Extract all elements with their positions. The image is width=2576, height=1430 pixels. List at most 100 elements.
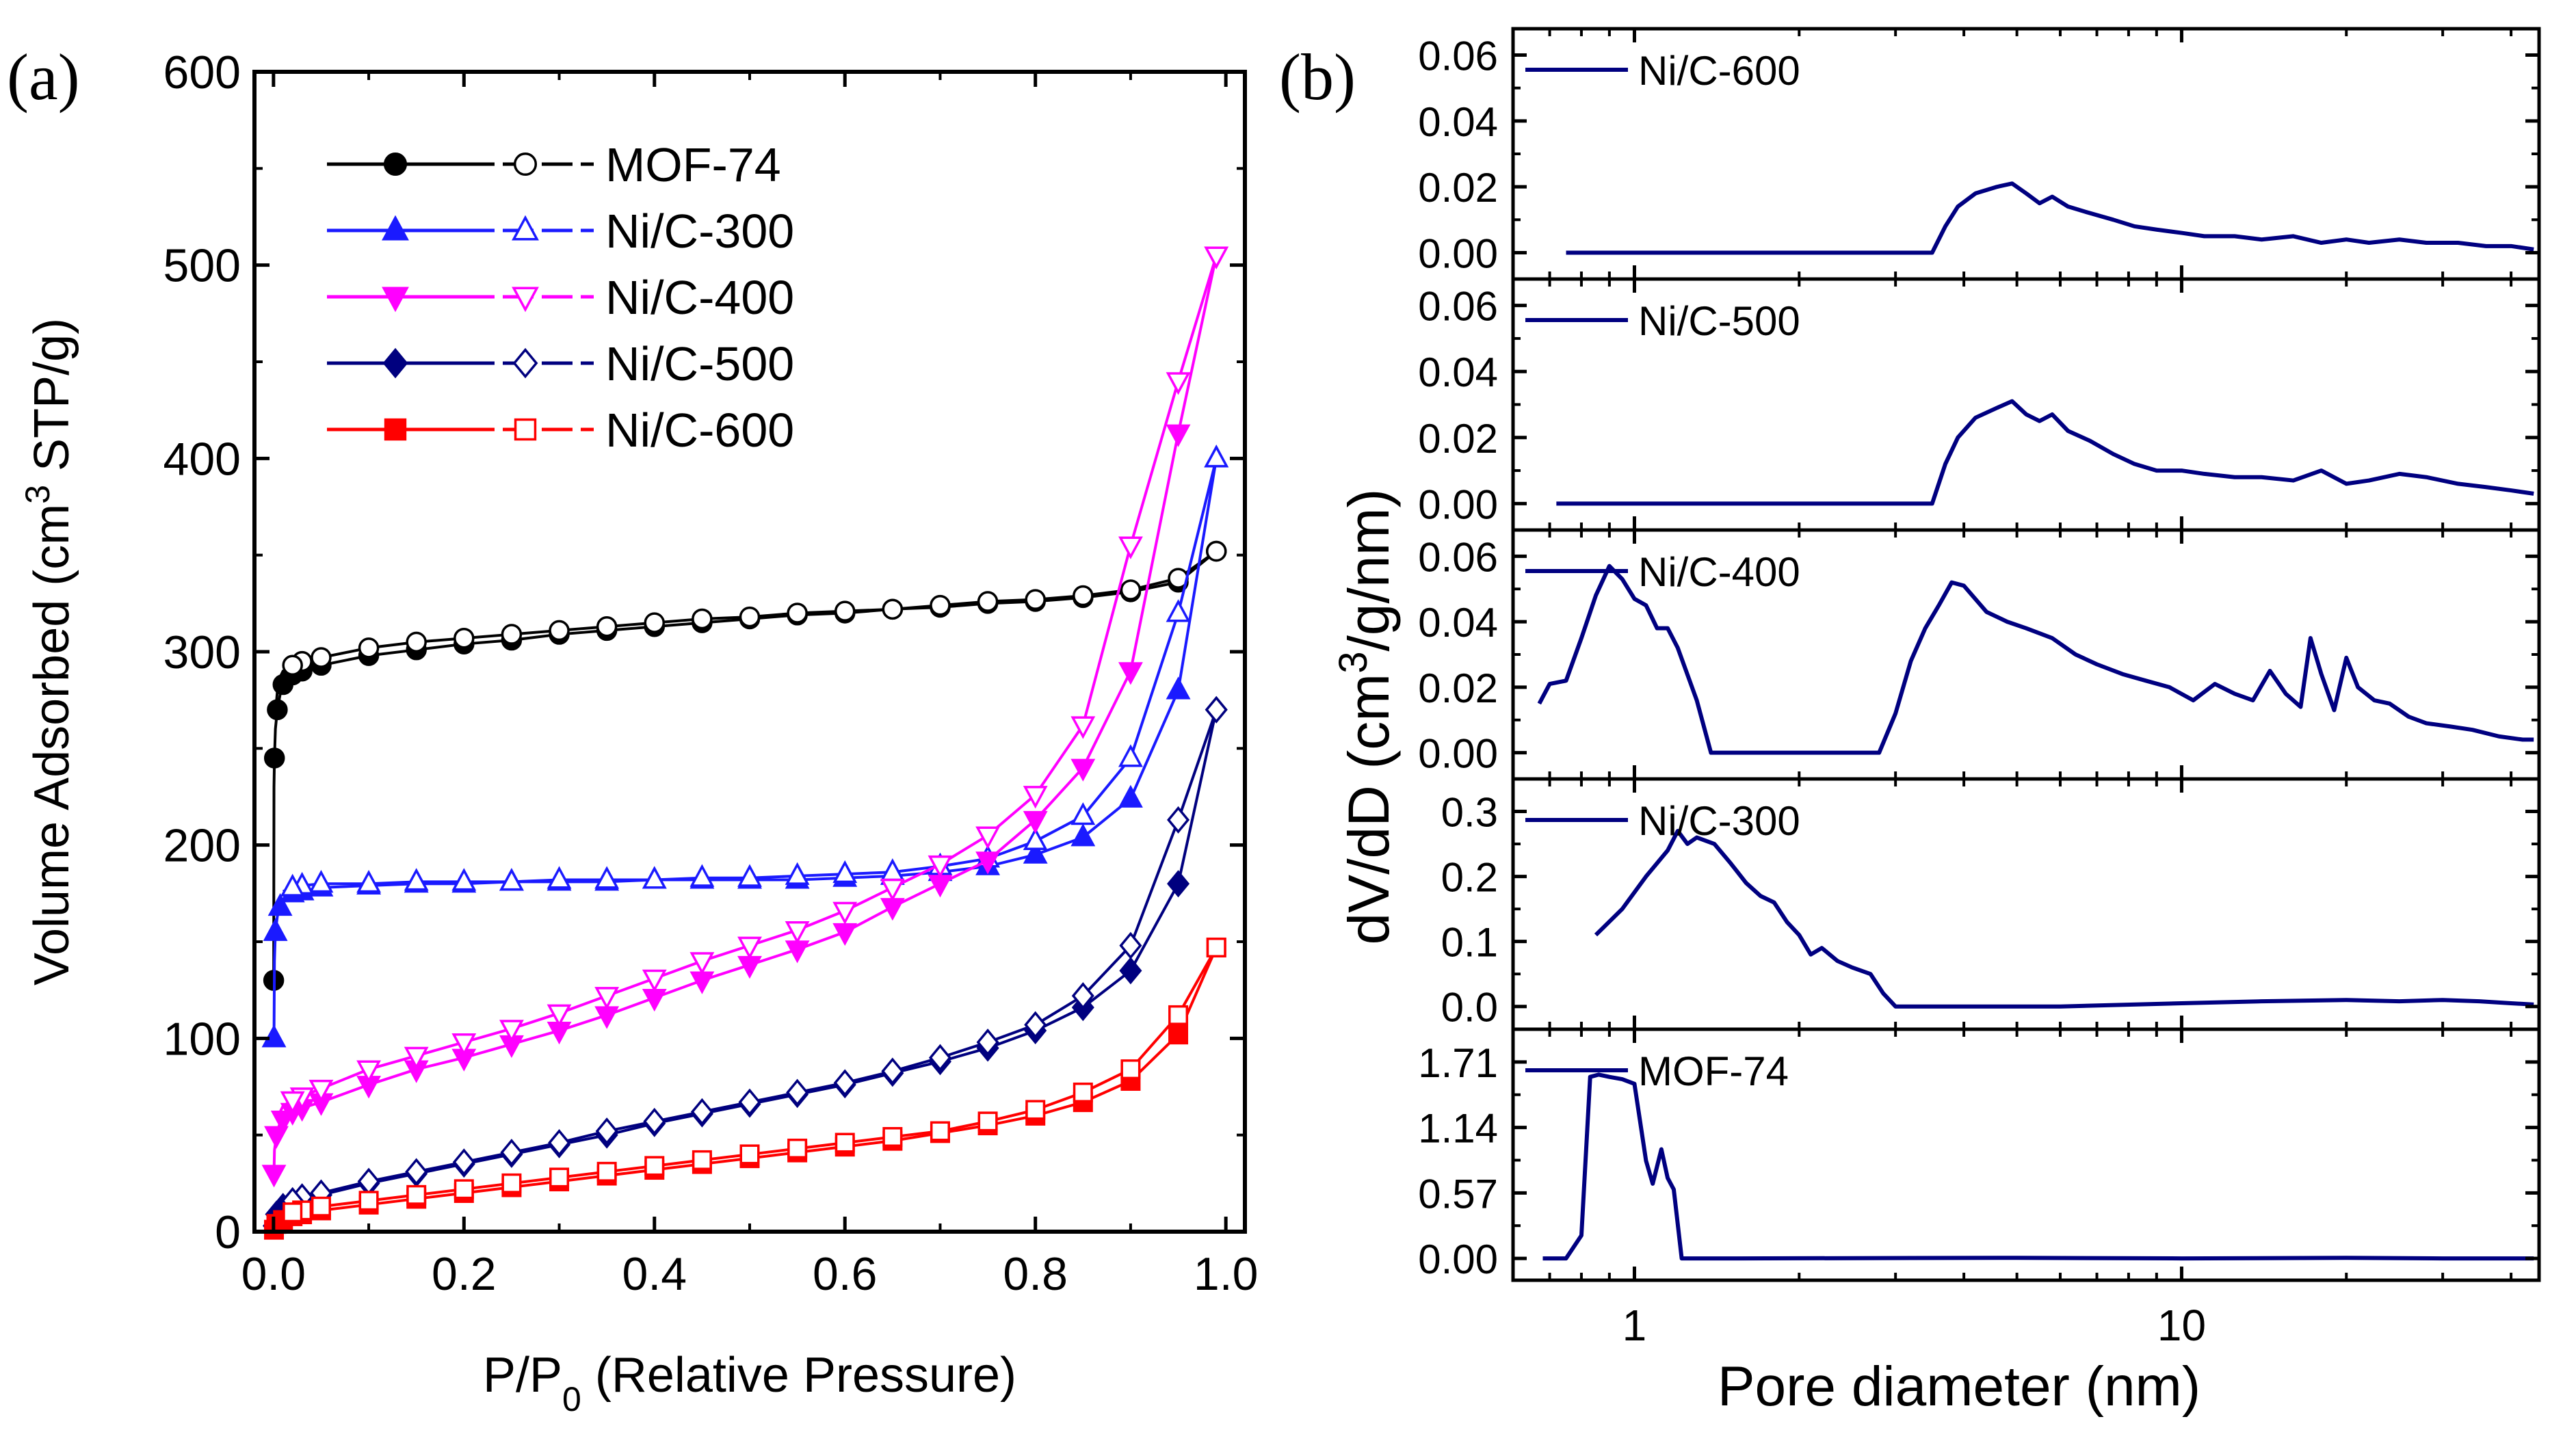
ylabel-b-post: /g/nm) [1337,488,1401,651]
adsorption-point [261,1165,287,1188]
desorption-point [1023,786,1048,809]
adsorption-point [1023,810,1048,834]
desorption-point [832,901,858,925]
adsorption-point [264,1126,289,1149]
legend-label: Ni/C-300 [1638,798,1800,844]
series-mof-74 [263,540,1227,991]
desorption-point [692,1150,712,1170]
desorption-point [832,860,858,884]
desorption-point [833,1069,856,1097]
legend-marker-open [513,152,538,176]
desorption-point [451,868,477,891]
psd-line [1566,181,2534,255]
desorption-point [1070,716,1096,739]
legend-entry-mof-74: MOF-74 [327,138,781,191]
desorption-point [501,624,523,645]
adsorption-point [1166,676,1191,700]
y-tick-label: 0.00 [1418,481,1498,527]
desorption-point [1168,1005,1189,1025]
desorption-point [834,600,856,622]
y-tick-label: 0.02 [1418,665,1498,711]
panel-a-xlabel: P/P0 (Relative Pressure) [483,1348,1016,1418]
desorption-point [594,866,620,889]
adsorption-point [263,918,288,941]
xlabel-main: P/P [483,1348,562,1403]
xlabel-subscript: 0 [562,1380,581,1418]
desorption-point [282,1202,303,1223]
panel-b-xlabel: Pore diameter (nm) [1718,1355,2200,1418]
desorption-point [739,606,761,628]
legend-label: Ni/C-400 [605,271,794,324]
y-tick-label: 0.00 [1418,230,1498,276]
psd-line [1537,564,2534,755]
y-tick-label: 0.0 [1441,985,1498,1031]
legend-label: Ni/C-500 [605,337,794,390]
desorption-point [308,870,334,893]
ylabel-superscript: 3 [18,485,57,504]
legend-entry-ni-c-400: Ni/C-400 [327,271,794,324]
desorption-point [930,594,951,616]
desorption-point [1120,579,1142,600]
adsorption-point [261,1024,287,1048]
desorption-point [358,637,380,659]
desorption-point [548,1128,571,1156]
desorption-point [882,598,904,620]
desorption-point [689,952,715,975]
desorption-point [595,1117,618,1146]
desorption-point [280,873,305,897]
desorption-point [547,866,572,889]
adsorption-point [1118,784,1143,808]
desorption-point [404,868,429,891]
desorption-point [692,608,713,630]
desorption-point [404,1046,429,1070]
legend-marker-filled [382,215,409,241]
desorption-point [1205,696,1228,724]
xlabel-rest: (Relative Pressure) [581,1348,1016,1403]
legend-label: MOF-74 [1638,1048,1789,1094]
subplot-ni-c-600: 0.00 0.02 0.04 0.06 Ni/C-600 [1418,27,2541,281]
desorption-point [975,826,1001,849]
desorption-point [928,1044,951,1072]
desorption-point [499,1020,524,1043]
adsorption-point [975,851,1001,875]
x-tick-label: 0.6 [813,1248,878,1300]
series-ni-c-300 [261,445,1229,1048]
legend-marker-filled [382,347,408,379]
desorption-point [280,1091,305,1114]
desorption-point [500,1139,523,1167]
y-tick-label: 0.04 [1418,600,1498,646]
desorption-point [357,1167,380,1195]
adsorption-line [272,255,1218,1174]
adsorption-point [267,892,293,916]
legend-marker-open [514,418,537,441]
adsorption-point [1167,870,1190,898]
x-tick-label: 0.8 [1003,1248,1068,1300]
desorption-point [1204,445,1229,468]
y-tick-label: 1.14 [1418,1106,1498,1152]
desorption-point [549,620,570,641]
y-tick-label: 300 [163,626,241,678]
desorption-point [1070,802,1096,825]
desorption-point [1023,827,1048,851]
legend-marker-filled [383,152,408,176]
legend-marker-open [512,347,538,379]
desorption-point [282,654,303,676]
panel-a-ylabel: Volume Adsorbed (cm3 STP/g) [18,318,79,985]
ylabel-b-pre: dV/dD (cm [1337,674,1401,945]
y-tick-label: 0.06 [1418,34,1498,79]
legend-label: Ni/C-300 [605,204,794,258]
psd-line [1594,829,2534,1009]
subplot-ni-c-400: 0.00 0.02 0.04 0.06 Ni/C-400 [1418,528,2541,781]
y-tick-label: 0.3 [1441,790,1498,836]
ylabel-post: STP/g) [25,318,79,485]
desorption-point [1166,372,1191,395]
desorption-point [1206,937,1226,957]
adsorption-point [1118,662,1143,685]
y-tick-label: 0.2 [1441,855,1498,901]
legend-entry-ni-c-500: Ni/C-500 [327,337,794,390]
y-tick-label: 400 [163,433,241,485]
desorption-point [643,1107,666,1135]
subplot-ni-c-300: 0.0 0.1 0.2 0.3 Ni/C-300 [1441,777,2541,1031]
legend-marker-filled [382,287,409,313]
subplot-mof-74: 0.00 0.57 1.14 1.71 MOF-74 [1418,1027,2541,1282]
